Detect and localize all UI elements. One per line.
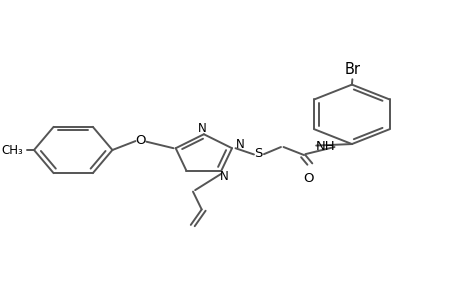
Text: O: O <box>135 134 146 147</box>
Text: S: S <box>253 147 262 161</box>
Text: O: O <box>302 172 313 185</box>
Text: NH: NH <box>315 140 335 153</box>
Text: N: N <box>235 138 244 151</box>
Text: Br: Br <box>344 62 360 77</box>
Text: N: N <box>198 122 207 135</box>
Text: N: N <box>220 170 229 183</box>
Text: CH₃: CH₃ <box>1 143 23 157</box>
